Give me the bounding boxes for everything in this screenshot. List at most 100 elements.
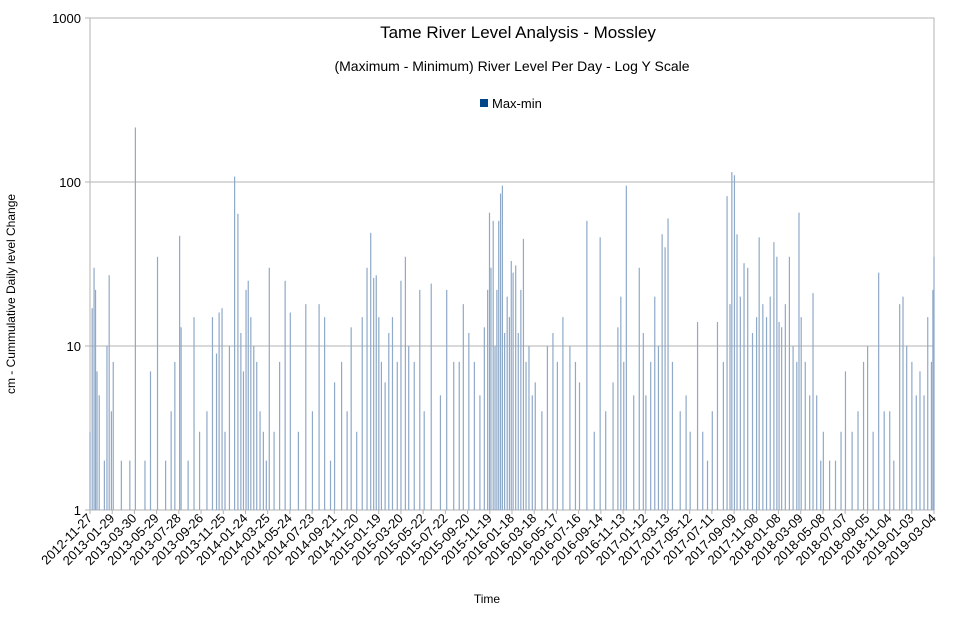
bar bbox=[93, 267, 95, 510]
bar bbox=[541, 411, 543, 510]
bar bbox=[404, 256, 406, 510]
bar bbox=[305, 304, 307, 510]
bar bbox=[605, 411, 607, 510]
y-tick-label: 10 bbox=[67, 339, 81, 354]
bar bbox=[706, 460, 709, 510]
bar bbox=[165, 460, 167, 510]
bar bbox=[769, 296, 771, 510]
bar bbox=[149, 371, 152, 510]
bar bbox=[661, 234, 663, 510]
bar bbox=[862, 361, 865, 510]
bar bbox=[378, 317, 380, 510]
bar bbox=[494, 346, 496, 510]
bar bbox=[193, 317, 195, 510]
bar bbox=[633, 395, 635, 510]
bar bbox=[170, 411, 172, 510]
bar bbox=[889, 411, 891, 510]
bar bbox=[250, 317, 252, 510]
bar bbox=[919, 371, 921, 510]
bar bbox=[599, 237, 601, 510]
bar bbox=[762, 304, 764, 510]
bar bbox=[872, 431, 874, 510]
bar bbox=[776, 256, 778, 510]
bar bbox=[722, 361, 724, 510]
bar bbox=[664, 247, 666, 510]
bar bbox=[400, 280, 402, 510]
bar bbox=[490, 267, 492, 510]
bar bbox=[211, 317, 214, 510]
bar bbox=[822, 431, 824, 510]
bar bbox=[384, 382, 386, 510]
bar bbox=[731, 172, 733, 511]
bar bbox=[800, 317, 802, 510]
bar bbox=[492, 220, 494, 511]
bar bbox=[473, 361, 475, 510]
bar bbox=[685, 395, 687, 510]
bar bbox=[517, 333, 519, 510]
bar bbox=[623, 361, 625, 510]
bar bbox=[329, 460, 332, 510]
bar bbox=[650, 361, 652, 510]
bar bbox=[812, 293, 814, 510]
bar bbox=[932, 289, 934, 510]
bar bbox=[569, 346, 571, 510]
bar bbox=[144, 460, 146, 510]
bar bbox=[504, 333, 506, 510]
bar bbox=[224, 431, 226, 510]
bar bbox=[198, 431, 201, 510]
bar bbox=[642, 333, 644, 510]
bar bbox=[180, 327, 182, 510]
legend-swatch bbox=[480, 99, 488, 107]
bar bbox=[423, 411, 425, 510]
bar bbox=[798, 212, 800, 510]
bar bbox=[156, 256, 159, 510]
bar bbox=[279, 361, 281, 510]
bar bbox=[91, 308, 93, 510]
bar bbox=[112, 361, 114, 510]
bar bbox=[483, 327, 485, 510]
bar bbox=[562, 317, 564, 510]
bar bbox=[439, 395, 442, 510]
bar bbox=[816, 395, 818, 510]
bar bbox=[751, 333, 754, 510]
bar bbox=[773, 242, 775, 511]
bars bbox=[89, 127, 935, 511]
bar bbox=[778, 322, 780, 510]
bar bbox=[851, 431, 853, 510]
bar bbox=[933, 256, 935, 510]
bar bbox=[528, 346, 530, 510]
bar bbox=[878, 272, 880, 510]
bar bbox=[297, 431, 300, 510]
bar bbox=[578, 382, 581, 510]
bar bbox=[733, 175, 736, 510]
bar bbox=[388, 333, 390, 510]
bar bbox=[911, 361, 913, 510]
bar bbox=[671, 361, 674, 510]
bar bbox=[498, 220, 500, 511]
bar bbox=[512, 272, 514, 510]
bar bbox=[809, 395, 811, 510]
bar bbox=[736, 234, 738, 510]
bar bbox=[391, 317, 394, 510]
bar bbox=[546, 346, 549, 510]
bar bbox=[413, 361, 415, 510]
bar bbox=[370, 232, 372, 510]
bar bbox=[765, 317, 768, 510]
bar bbox=[247, 280, 249, 510]
y-axis-ticks: 1 10 100 1000 bbox=[52, 11, 90, 518]
x-axis-title: Time bbox=[474, 592, 501, 606]
bar bbox=[462, 304, 464, 510]
bar bbox=[108, 275, 110, 510]
bar bbox=[487, 289, 489, 510]
bar bbox=[245, 289, 247, 510]
bar bbox=[256, 361, 258, 510]
bar bbox=[237, 213, 239, 511]
bar bbox=[525, 361, 527, 510]
bar bbox=[499, 193, 502, 510]
bar bbox=[804, 361, 806, 510]
bar bbox=[174, 361, 176, 510]
bar bbox=[446, 289, 448, 510]
bar bbox=[366, 267, 368, 510]
bar bbox=[218, 312, 220, 510]
bar bbox=[333, 382, 336, 510]
